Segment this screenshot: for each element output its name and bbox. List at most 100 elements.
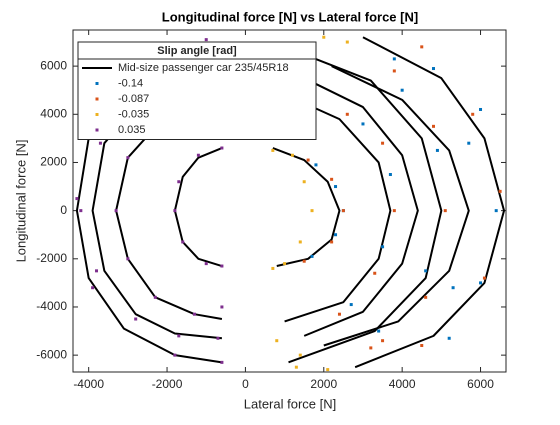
model-curve	[354, 36, 506, 369]
x-axis-label: Lateral force [N]	[244, 396, 337, 411]
data-point	[377, 329, 381, 333]
data-point	[432, 124, 436, 128]
legend-title: Slip angle [rad]	[157, 45, 237, 57]
model-curve	[303, 77, 419, 337]
data-point	[314, 163, 318, 167]
data-point	[322, 35, 326, 39]
legend-swatch	[95, 128, 99, 132]
data-point	[482, 276, 486, 280]
data-point	[400, 88, 404, 92]
data-point	[173, 209, 177, 213]
model-curve	[284, 45, 443, 364]
y-tick-label: -2000	[36, 251, 67, 265]
data-point	[494, 209, 498, 213]
data-point	[337, 312, 341, 316]
model-curve	[280, 91, 392, 323]
data-point	[435, 148, 439, 152]
data-point	[271, 148, 275, 152]
legend-label: -0.14	[118, 77, 143, 89]
y-tick-label: 0	[60, 203, 67, 217]
data-point	[275, 339, 279, 343]
data-point	[447, 336, 451, 340]
data-point	[173, 353, 177, 357]
data-point	[420, 344, 424, 348]
data-point	[153, 295, 157, 299]
data-point	[451, 286, 455, 290]
data-point	[114, 209, 118, 213]
data-point	[126, 156, 130, 160]
data-point	[345, 40, 349, 44]
x-tick-label: 2000	[310, 377, 337, 391]
chart-title: Longitudinal force [N] vs Lateral force …	[162, 9, 418, 24]
legend-swatch	[95, 97, 99, 101]
data-point	[345, 112, 349, 116]
data-point	[310, 209, 314, 213]
y-tick-label: 4000	[40, 106, 67, 120]
data-point	[381, 245, 385, 249]
y-tick-label: -4000	[36, 299, 67, 313]
x-tick-label: 0	[242, 377, 249, 391]
y-tick-label: -6000	[36, 347, 67, 361]
data-point	[79, 209, 83, 213]
data-point	[479, 281, 483, 285]
legend-box	[77, 41, 317, 140]
data-point	[298, 240, 302, 244]
data-point	[177, 334, 181, 338]
data-point	[392, 69, 396, 73]
legend-swatch	[95, 113, 99, 116]
data-point	[283, 262, 287, 266]
data-point	[381, 141, 385, 145]
data-point	[392, 57, 396, 61]
legend-swatch	[95, 82, 99, 85]
legend-label: Mid-size passenger car 235/45R18	[118, 62, 289, 74]
data-point	[294, 365, 298, 369]
data-point	[388, 173, 392, 177]
data-point	[392, 209, 396, 213]
legend-label: -0.035	[118, 108, 149, 120]
x-tick-label: 4000	[389, 377, 416, 391]
data-point	[443, 209, 447, 213]
data-point	[341, 209, 345, 213]
data-point	[271, 266, 275, 270]
data-point	[373, 271, 377, 275]
data-point	[479, 107, 483, 111]
data-point	[181, 240, 185, 244]
data-point	[334, 185, 338, 189]
legend-label: 0.035	[118, 124, 146, 136]
data-point	[369, 346, 373, 350]
model-curve	[323, 65, 470, 347]
model-curve	[91, 96, 223, 340]
data-point	[424, 269, 428, 273]
data-point	[220, 146, 224, 150]
data-point	[306, 158, 310, 162]
data-point	[204, 262, 208, 266]
data-point	[220, 264, 224, 268]
data-point	[471, 112, 475, 116]
data-point	[302, 180, 306, 184]
data-point	[310, 254, 314, 258]
data-point	[126, 257, 130, 261]
data-point	[498, 189, 502, 193]
axes-box	[72, 29, 507, 373]
x-tick-label: 6000	[467, 377, 494, 391]
data-point	[134, 317, 138, 321]
data-point	[192, 312, 196, 316]
data-point	[330, 240, 334, 244]
data-point	[75, 197, 79, 201]
y-axis-label: Longitudinal force [N]	[13, 140, 28, 263]
data-point	[98, 141, 102, 145]
data-point	[424, 295, 428, 299]
data-point	[432, 67, 436, 71]
legend-label: -0.087	[118, 93, 149, 105]
data-point	[334, 233, 338, 237]
data-point	[290, 153, 294, 157]
data-point	[381, 339, 385, 343]
data-point	[177, 180, 181, 184]
data-point	[330, 177, 334, 181]
data-point	[302, 259, 306, 263]
data-point	[204, 38, 208, 42]
data-point	[298, 353, 302, 357]
data-point	[326, 368, 330, 372]
